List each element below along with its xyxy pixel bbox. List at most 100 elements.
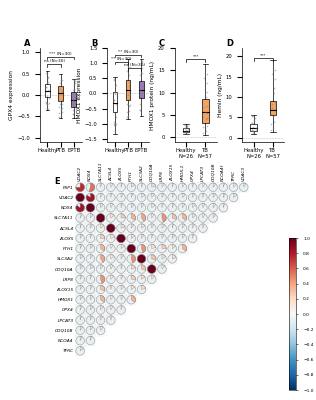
Wedge shape <box>100 285 105 291</box>
Text: ***: *** <box>192 54 199 58</box>
Bar <box>167 203 177 213</box>
Circle shape <box>106 214 115 222</box>
Bar <box>106 233 116 244</box>
Bar <box>116 305 126 315</box>
Point <box>252 121 258 127</box>
Text: ns (N=30): ns (N=30) <box>124 63 145 67</box>
Bar <box>137 223 147 233</box>
Wedge shape <box>121 214 125 218</box>
Point <box>138 107 143 113</box>
Bar <box>208 192 218 203</box>
Circle shape <box>76 265 84 273</box>
Circle shape <box>86 214 95 222</box>
Wedge shape <box>131 265 135 269</box>
Point <box>205 115 210 121</box>
Point <box>125 96 130 103</box>
Circle shape <box>168 254 176 263</box>
Point <box>59 77 64 83</box>
Bar <box>126 182 137 192</box>
Point <box>270 124 276 131</box>
Point <box>44 101 49 107</box>
Wedge shape <box>203 204 205 208</box>
Text: ** (N=30): ** (N=30) <box>111 57 132 61</box>
Point <box>252 115 257 122</box>
Circle shape <box>106 183 115 192</box>
Y-axis label: HMOX1 expression: HMOX1 expression <box>77 67 82 123</box>
Circle shape <box>209 204 217 212</box>
Wedge shape <box>111 254 114 259</box>
Point <box>44 70 49 76</box>
Point <box>270 81 275 87</box>
Bar <box>95 325 106 336</box>
Circle shape <box>219 204 228 212</box>
Bar <box>95 274 106 284</box>
Wedge shape <box>90 306 93 310</box>
Point <box>182 129 187 135</box>
Bar <box>187 203 198 213</box>
Point <box>112 122 117 129</box>
Point <box>70 87 75 94</box>
Wedge shape <box>90 296 93 300</box>
Bar <box>106 223 116 233</box>
Bar <box>95 213 106 223</box>
Wedge shape <box>121 285 124 290</box>
Circle shape <box>86 285 95 294</box>
Point <box>204 116 209 123</box>
Point <box>112 119 117 125</box>
Point <box>70 107 76 113</box>
Circle shape <box>168 204 176 212</box>
Point <box>125 92 130 98</box>
Wedge shape <box>142 204 144 208</box>
Point <box>185 122 190 128</box>
Bar <box>85 325 95 336</box>
Bar <box>106 182 116 192</box>
Wedge shape <box>152 234 153 238</box>
Bar <box>85 336 95 346</box>
Point <box>45 106 50 112</box>
Wedge shape <box>162 254 165 259</box>
Point <box>204 122 210 129</box>
Point <box>112 96 117 103</box>
Circle shape <box>188 224 197 232</box>
Wedge shape <box>90 244 93 249</box>
Text: C: C <box>159 39 165 48</box>
Wedge shape <box>213 204 216 208</box>
Y-axis label: Hemin (ng/mL): Hemin (ng/mL) <box>218 73 223 117</box>
Wedge shape <box>100 204 103 208</box>
Bar <box>95 254 106 264</box>
Wedge shape <box>131 254 136 263</box>
Point <box>44 70 49 76</box>
Bar <box>75 274 85 284</box>
Wedge shape <box>76 204 84 212</box>
Bar <box>85 305 95 315</box>
Bar <box>75 213 85 223</box>
Circle shape <box>127 204 136 212</box>
Text: *** (N=30): *** (N=30) <box>49 52 72 56</box>
Point <box>251 130 256 136</box>
Point <box>140 78 145 84</box>
Bar <box>85 192 95 203</box>
FancyBboxPatch shape <box>58 86 63 101</box>
Wedge shape <box>162 204 163 208</box>
Bar <box>147 213 157 223</box>
Circle shape <box>148 265 156 273</box>
Circle shape <box>86 316 95 324</box>
Wedge shape <box>142 244 146 253</box>
Wedge shape <box>96 214 105 222</box>
Wedge shape <box>131 275 136 279</box>
Point <box>204 80 210 86</box>
Wedge shape <box>193 183 194 187</box>
Point <box>46 95 52 102</box>
Wedge shape <box>152 214 154 218</box>
Bar <box>75 233 85 244</box>
Wedge shape <box>80 214 82 218</box>
Circle shape <box>76 254 84 263</box>
Circle shape <box>198 183 207 192</box>
Circle shape <box>148 204 156 212</box>
Wedge shape <box>80 244 82 249</box>
Point <box>59 104 64 111</box>
Circle shape <box>137 193 146 202</box>
Circle shape <box>137 285 146 294</box>
Bar <box>187 182 198 192</box>
Point <box>138 88 143 95</box>
